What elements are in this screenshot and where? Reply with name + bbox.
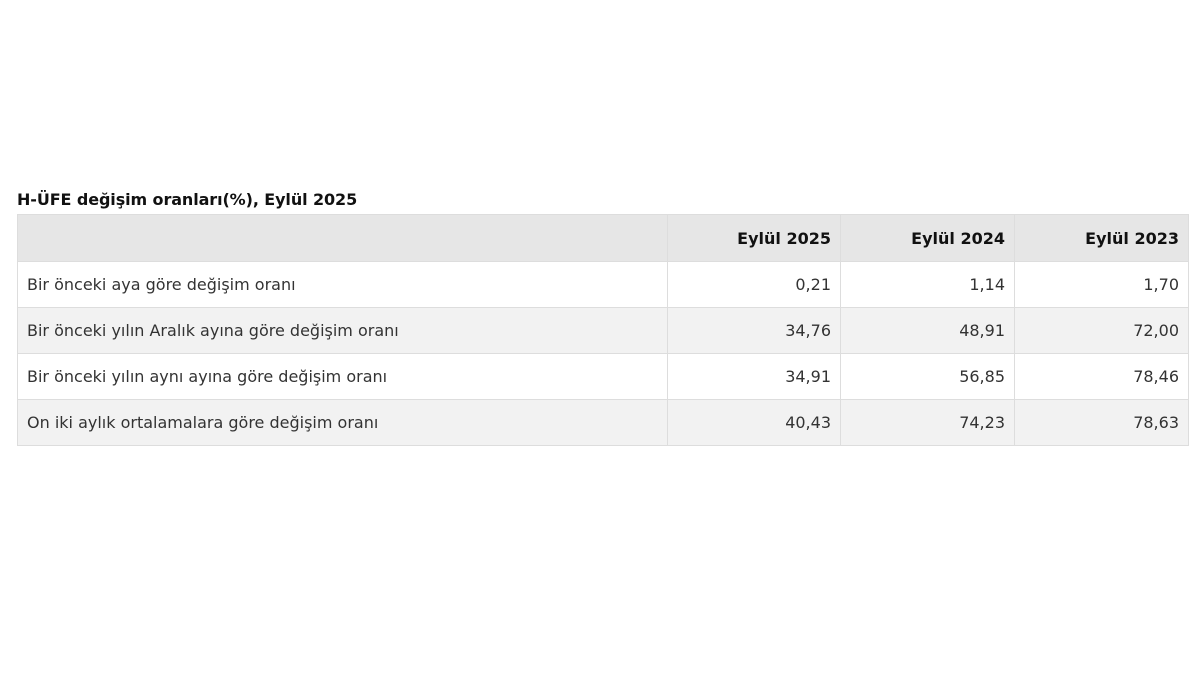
hufe-change-rates-table: Eylül 2025 Eylül 2024 Eylül 2023 Bir önc… <box>17 214 1189 446</box>
row-label: Bir önceki aya göre değişim oranı <box>17 261 668 308</box>
table-caption: H-ÜFE değişim oranları(%), Eylül 2025 <box>17 190 358 209</box>
hufe-table-section: H-ÜFE değişim oranları(%), Eylül 2025 Ey… <box>17 186 1189 446</box>
cell-value: 72,00 <box>1014 307 1189 354</box>
header-eylul-2024: Eylül 2024 <box>840 214 1015 262</box>
row-label: Bir önceki yılın aynı ayına göre değişim… <box>17 353 668 400</box>
cell-value: 34,76 <box>667 307 841 354</box>
row-label: On iki aylık ortalamalara göre değişim o… <box>17 399 668 446</box>
cell-value: 1,70 <box>1014 261 1189 308</box>
cell-value: 78,46 <box>1014 353 1189 400</box>
table-row: Bir önceki yılın aynı ayına göre değişim… <box>17 353 1189 400</box>
cell-value: 40,43 <box>667 399 841 446</box>
header-empty-cell <box>17 214 668 262</box>
cell-value: 34,91 <box>667 353 841 400</box>
table-row: On iki aylık ortalamalara göre değişim o… <box>17 399 1189 446</box>
cell-value: 78,63 <box>1014 399 1189 446</box>
cell-value: 56,85 <box>840 353 1015 400</box>
cell-value: 1,14 <box>840 261 1015 308</box>
table-header-row: Eylül 2025 Eylül 2024 Eylül 2023 <box>17 214 1189 262</box>
header-eylul-2023: Eylül 2023 <box>1014 214 1189 262</box>
table-row: Bir önceki aya göre değişim oranı 0,21 1… <box>17 261 1189 308</box>
row-label: Bir önceki yılın Aralık ayına göre değiş… <box>17 307 668 354</box>
cell-value: 74,23 <box>840 399 1015 446</box>
table-row: Bir önceki yılın Aralık ayına göre değiş… <box>17 307 1189 354</box>
cell-value: 48,91 <box>840 307 1015 354</box>
header-eylul-2025: Eylül 2025 <box>667 214 841 262</box>
cell-value: 0,21 <box>667 261 841 308</box>
